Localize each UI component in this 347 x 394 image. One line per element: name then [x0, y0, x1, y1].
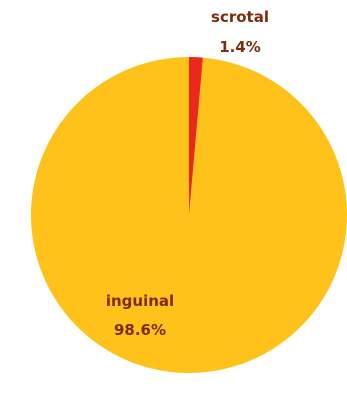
scrotal-percent-label: 1.4%: [219, 38, 261, 56]
inguinal-label: inguinal: [106, 292, 174, 310]
inguinal-percent-label: 98.6%: [114, 321, 166, 339]
pie-slices: [30, 57, 347, 373]
pie-slice-inguinal: [30, 57, 347, 373]
pie-slice-scrotal: [189, 57, 203, 215]
scrotal-label: scrotal: [211, 8, 269, 26]
